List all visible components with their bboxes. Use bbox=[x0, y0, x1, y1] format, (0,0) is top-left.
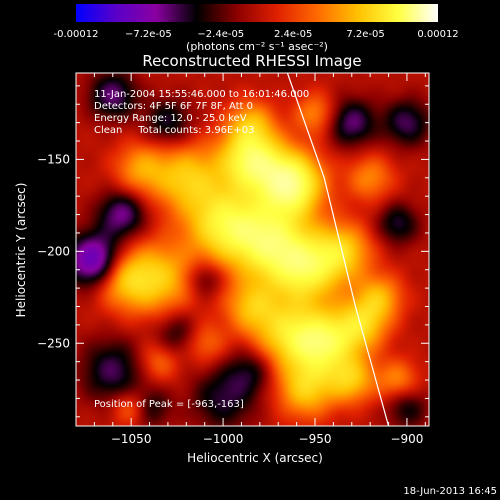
peak-position-label: Position of Peak = [-963,-163] bbox=[94, 399, 244, 410]
x-tick-label: −1000 bbox=[203, 432, 244, 446]
y-tick-label: −250 bbox=[37, 336, 70, 350]
info-line-counts: Clean Total counts: 3.96E+03 bbox=[94, 125, 254, 136]
colorbar-tick-label: 0.00012 bbox=[417, 29, 458, 40]
heatmap-image bbox=[76, 73, 429, 426]
axis-ticks: −1050 −1000 −950 −900 −150 −200 −250 bbox=[37, 73, 429, 446]
footer-timestamp: 18-Jun-2013 16:45 bbox=[403, 486, 497, 497]
x-tick-label: −900 bbox=[390, 432, 423, 446]
solar-limb-line bbox=[286, 73, 390, 426]
colorbar-tick-label: 7.2e-05 bbox=[346, 29, 384, 40]
x-tick-label: −1050 bbox=[111, 432, 152, 446]
x-tick-label: −950 bbox=[299, 432, 332, 446]
x-axis-label: Heliocentric X (arcsec) bbox=[187, 451, 323, 465]
colorbar-tick-label: 2.4e-05 bbox=[274, 29, 312, 40]
y-tick-label: −200 bbox=[37, 244, 70, 258]
chart-title: Reconstructed RHESSI Image bbox=[142, 52, 361, 70]
colorbar-tick-label: -0.00012 bbox=[54, 29, 99, 40]
y-axis-label: Heliocentric Y (arcsec) bbox=[14, 183, 28, 318]
colorbar bbox=[76, 4, 438, 22]
plot-frame bbox=[75, 72, 430, 427]
colorbar-tick-label: −7.2e-05 bbox=[125, 29, 172, 40]
info-line-time: 11-Jan-2004 15:55:46.000 to 16:01:46.000 bbox=[94, 89, 309, 100]
info-line-detectors: Detectors: 4F 5F 6F 7F 8F, Att 0 bbox=[94, 101, 253, 112]
colorbar-ticks: -0.00012 −7.2e-05 −2.4e-05 2.4e-05 7.2e-05 0.… bbox=[54, 29, 459, 40]
info-line-energy: Energy Range: 12.0 - 25.0 keV bbox=[94, 113, 247, 124]
colorbar-tick-label: −2.4e-05 bbox=[197, 29, 244, 40]
colorbar-unit-label: (photons cm⁻² s⁻¹ asec⁻²) bbox=[186, 40, 328, 53]
y-tick-label: −150 bbox=[37, 152, 70, 166]
